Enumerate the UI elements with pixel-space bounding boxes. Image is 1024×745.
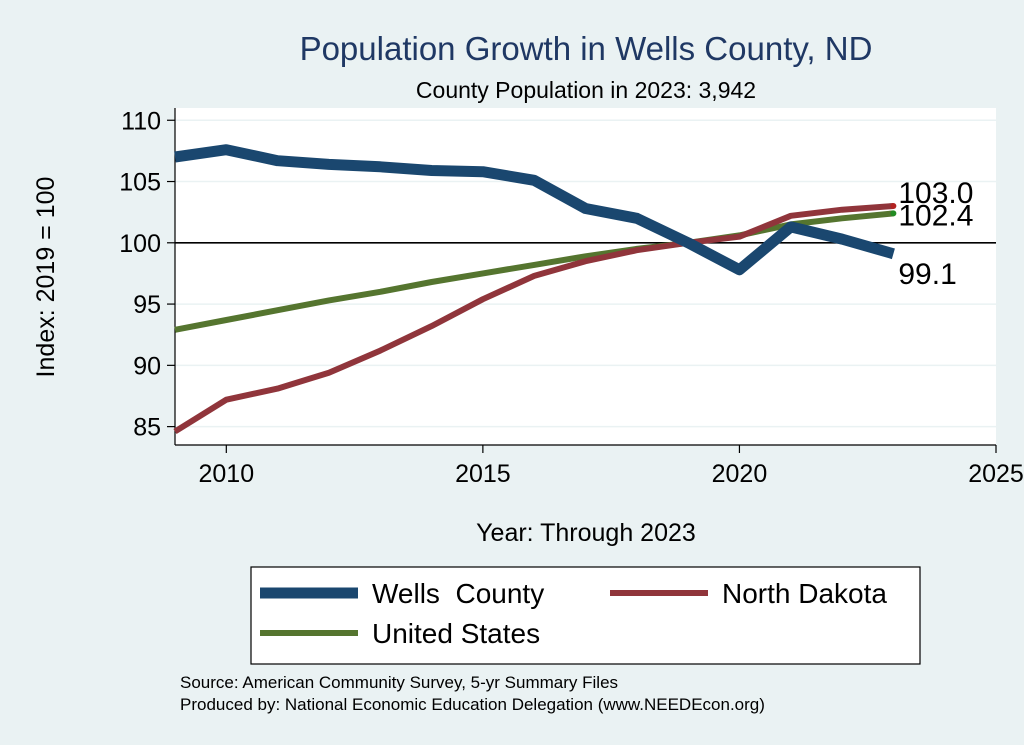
legend-label: North Dakota xyxy=(722,578,887,609)
legend: Wells County North Dakota United States xyxy=(260,578,887,649)
axes: 85 90 95 100 105 110 2010 2015 2020 2025 xyxy=(119,107,1024,488)
series-lines xyxy=(173,144,897,435)
x-axis-title: Year: Through 2023 xyxy=(476,519,696,547)
end-label: 99.1 xyxy=(898,258,956,291)
series-end-point xyxy=(890,203,897,210)
series-end-point xyxy=(890,210,897,217)
x-tick-label: 2020 xyxy=(712,460,768,488)
source-line: Source: American Community Survey, 5-yr … xyxy=(180,673,618,692)
x-tick-label: 2010 xyxy=(199,460,255,488)
series-line-north-dakota xyxy=(173,203,894,435)
y-tick-label: 95 xyxy=(133,291,161,319)
y-tick-label: 110 xyxy=(121,107,161,135)
y-tick-label: 100 xyxy=(119,230,161,258)
end-label: 102.4 xyxy=(898,199,973,232)
legend-label: United States xyxy=(372,618,540,649)
series-line-wells-county xyxy=(174,144,895,276)
series-line-united-states xyxy=(174,210,894,333)
producer-line: Produced by: National Economic Education… xyxy=(180,695,765,714)
y-tick-label: 90 xyxy=(133,352,161,380)
y-axis-title: Index: 2019 = 100 xyxy=(32,177,60,378)
chart-subtitle: County Population in 2023: 3,942 xyxy=(416,77,756,103)
legend-box xyxy=(250,566,921,665)
x-tick-label: 2025 xyxy=(968,460,1024,488)
y-tick-label: 85 xyxy=(133,414,161,442)
chart-title: Population Growth in Wells County, ND xyxy=(300,30,873,67)
end-label: 103.0 xyxy=(898,177,973,210)
legend-label: Wells County xyxy=(372,578,544,609)
x-tick-label: 2015 xyxy=(455,460,511,488)
y-tick-label: 105 xyxy=(119,169,161,197)
